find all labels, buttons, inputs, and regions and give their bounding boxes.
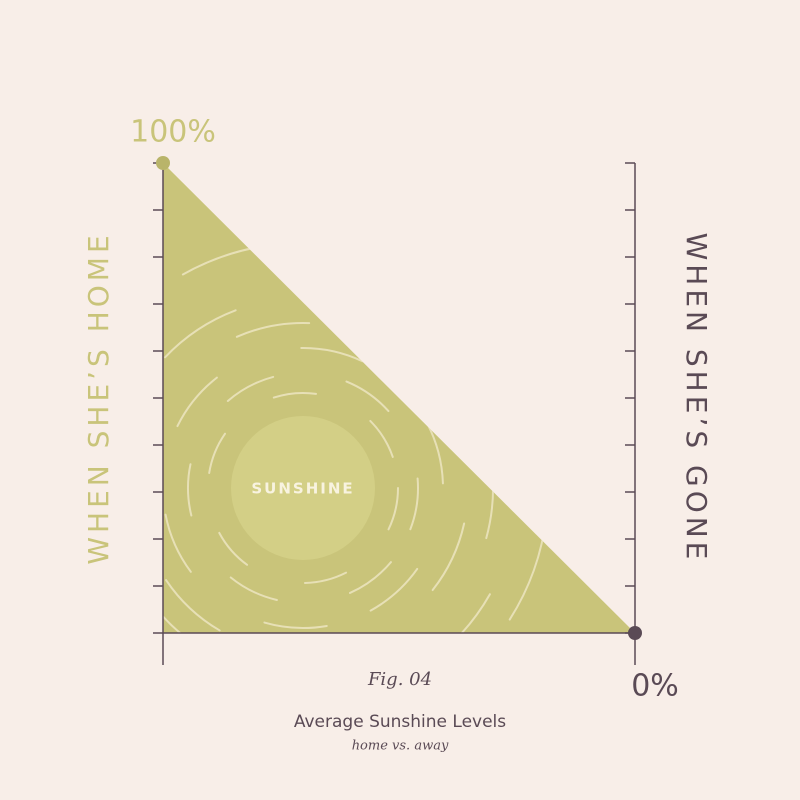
swirl [348, 561, 392, 594]
y2-axis-title: WHEN SHE’S GONE [680, 233, 713, 564]
swirl [208, 432, 227, 475]
swirl [345, 380, 390, 413]
swirl [424, 593, 491, 633]
value-label: 100% [130, 115, 216, 150]
swirl [300, 347, 364, 363]
sun [231, 416, 375, 560]
swirl [369, 567, 419, 612]
swirl [263, 621, 328, 629]
swirl [431, 522, 466, 592]
swirl [176, 376, 218, 428]
chart-subtitle: home vs. away [352, 739, 449, 754]
swirl [235, 322, 311, 338]
swirl [164, 513, 192, 573]
point [628, 626, 642, 640]
point [156, 156, 170, 170]
chart-title: Average Sunshine Levels [294, 712, 506, 732]
y-axis-title: WHEN SHE’S HOME [82, 231, 115, 564]
swirl [272, 392, 318, 399]
annotation: SUNSHINE [251, 480, 354, 498]
value-label: 0% [631, 669, 679, 704]
plot: SUNSHINE 100% 0% [130, 115, 679, 704]
swirl [165, 579, 221, 632]
swirl [226, 375, 275, 402]
swirl [409, 477, 419, 531]
caption: Fig. 04 [367, 669, 432, 690]
swirl [164, 309, 237, 359]
swirl [229, 576, 278, 601]
swirl [387, 487, 399, 531]
swirl [369, 419, 394, 458]
swirl [218, 531, 249, 566]
swirl [187, 463, 193, 517]
swirl [303, 571, 348, 584]
